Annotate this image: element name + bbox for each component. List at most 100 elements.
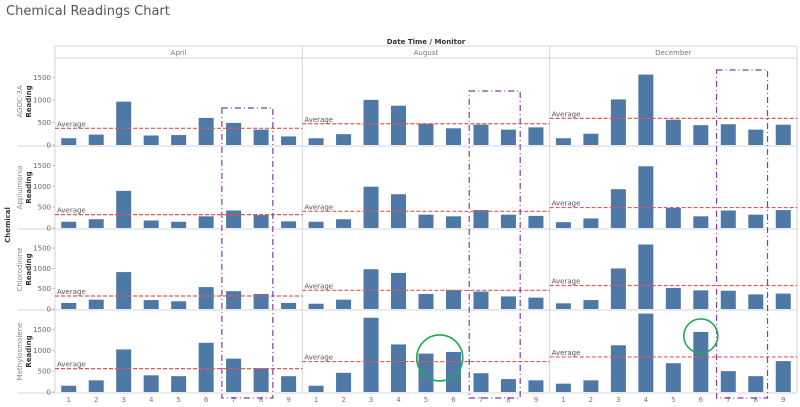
bar	[116, 101, 132, 145]
average-label: Average	[304, 203, 333, 211]
month-header: April	[171, 49, 187, 57]
x-tick-label: 2	[341, 396, 345, 404]
bar	[143, 375, 159, 392]
y-tick-label: 500	[38, 285, 51, 293]
bar	[336, 372, 352, 392]
row-axis-label: Chemical	[4, 207, 12, 243]
bar	[363, 186, 379, 228]
highlight-box	[715, 69, 769, 399]
bar	[775, 293, 791, 309]
chart-title: Chemical Readings Chart	[6, 4, 170, 19]
bar	[363, 99, 379, 145]
bar	[693, 216, 709, 228]
bar	[308, 303, 324, 309]
bar	[665, 287, 681, 309]
bar	[143, 300, 159, 309]
bar	[61, 138, 77, 145]
average-label: Average	[552, 200, 581, 208]
x-tick-label: 5	[176, 396, 180, 404]
bar	[226, 358, 242, 392]
x-tick-label: 7	[231, 396, 235, 404]
bar	[143, 220, 159, 228]
x-tick-label: 5	[671, 396, 675, 404]
bar	[665, 119, 681, 145]
bar	[473, 210, 489, 228]
bar	[583, 380, 599, 392]
bar	[555, 138, 571, 145]
bar	[226, 210, 242, 228]
measure-label: Reading	[25, 335, 33, 367]
bar	[171, 221, 187, 228]
bar	[61, 385, 77, 392]
measure-label: Reading	[25, 253, 33, 285]
bar	[638, 166, 654, 228]
y-tick-label: 1000	[33, 183, 51, 191]
bar	[308, 385, 324, 392]
bar	[391, 272, 407, 309]
average-label: Average	[304, 282, 333, 290]
average-label: Average	[552, 277, 581, 285]
x-tick-label: 4	[149, 396, 154, 404]
y-tick-label: 0	[47, 306, 51, 314]
bar	[748, 214, 764, 228]
x-tick-label: 4	[396, 396, 401, 404]
y-tick-label: 0	[47, 389, 51, 397]
chemical-label: AGOC-3A	[16, 85, 24, 117]
y-tick-label: 1000	[33, 347, 51, 355]
bar	[748, 129, 764, 145]
bar	[198, 216, 214, 228]
bar	[720, 210, 736, 228]
y-tick-label: 0	[47, 142, 51, 150]
measure-label: Reading	[25, 171, 33, 203]
bar	[638, 74, 654, 145]
x-tick-label: 8	[259, 396, 263, 404]
average-label: Average	[552, 110, 581, 118]
bar	[693, 331, 709, 392]
average-label: Average	[57, 288, 86, 296]
y-tick-label: 1500	[33, 245, 51, 253]
bar	[116, 349, 132, 392]
bar	[720, 290, 736, 309]
bar	[500, 129, 516, 145]
bar	[473, 291, 489, 309]
bar	[528, 215, 544, 228]
bar	[528, 380, 544, 392]
highlight-box	[221, 107, 274, 399]
bar	[171, 376, 187, 392]
x-tick-label: 9	[286, 396, 290, 404]
bar	[116, 272, 132, 309]
bar	[391, 344, 407, 392]
bar	[555, 383, 571, 392]
chemical-label: Appluimonia	[16, 166, 24, 210]
x-tick-label: 6	[699, 396, 704, 404]
x-tick-label: 6	[204, 396, 209, 404]
y-tick-label: 1500	[33, 326, 51, 334]
bar	[473, 373, 489, 392]
x-tick-label: 9	[781, 396, 785, 404]
x-tick-label: 8	[754, 396, 758, 404]
bar	[500, 296, 516, 309]
bar	[363, 269, 379, 309]
bar	[500, 214, 516, 228]
bar	[308, 221, 324, 228]
bar	[473, 124, 489, 145]
bar	[555, 222, 571, 228]
column-header: Date Time / Monitor	[387, 38, 466, 46]
y-tick-label: 500	[38, 119, 51, 127]
bar	[693, 125, 709, 145]
bar	[143, 135, 159, 145]
bar	[88, 134, 104, 145]
bar	[281, 302, 297, 309]
x-tick-label: 2	[94, 396, 98, 404]
bar	[198, 342, 214, 392]
y-tick-label: 1500	[33, 162, 51, 170]
bar	[336, 134, 352, 145]
highlight-circle	[683, 318, 719, 354]
bar	[363, 317, 379, 392]
bar	[171, 135, 187, 145]
month-header: August	[414, 49, 439, 57]
bar	[638, 313, 654, 392]
bar	[610, 189, 626, 228]
highlight-circle	[415, 334, 464, 382]
